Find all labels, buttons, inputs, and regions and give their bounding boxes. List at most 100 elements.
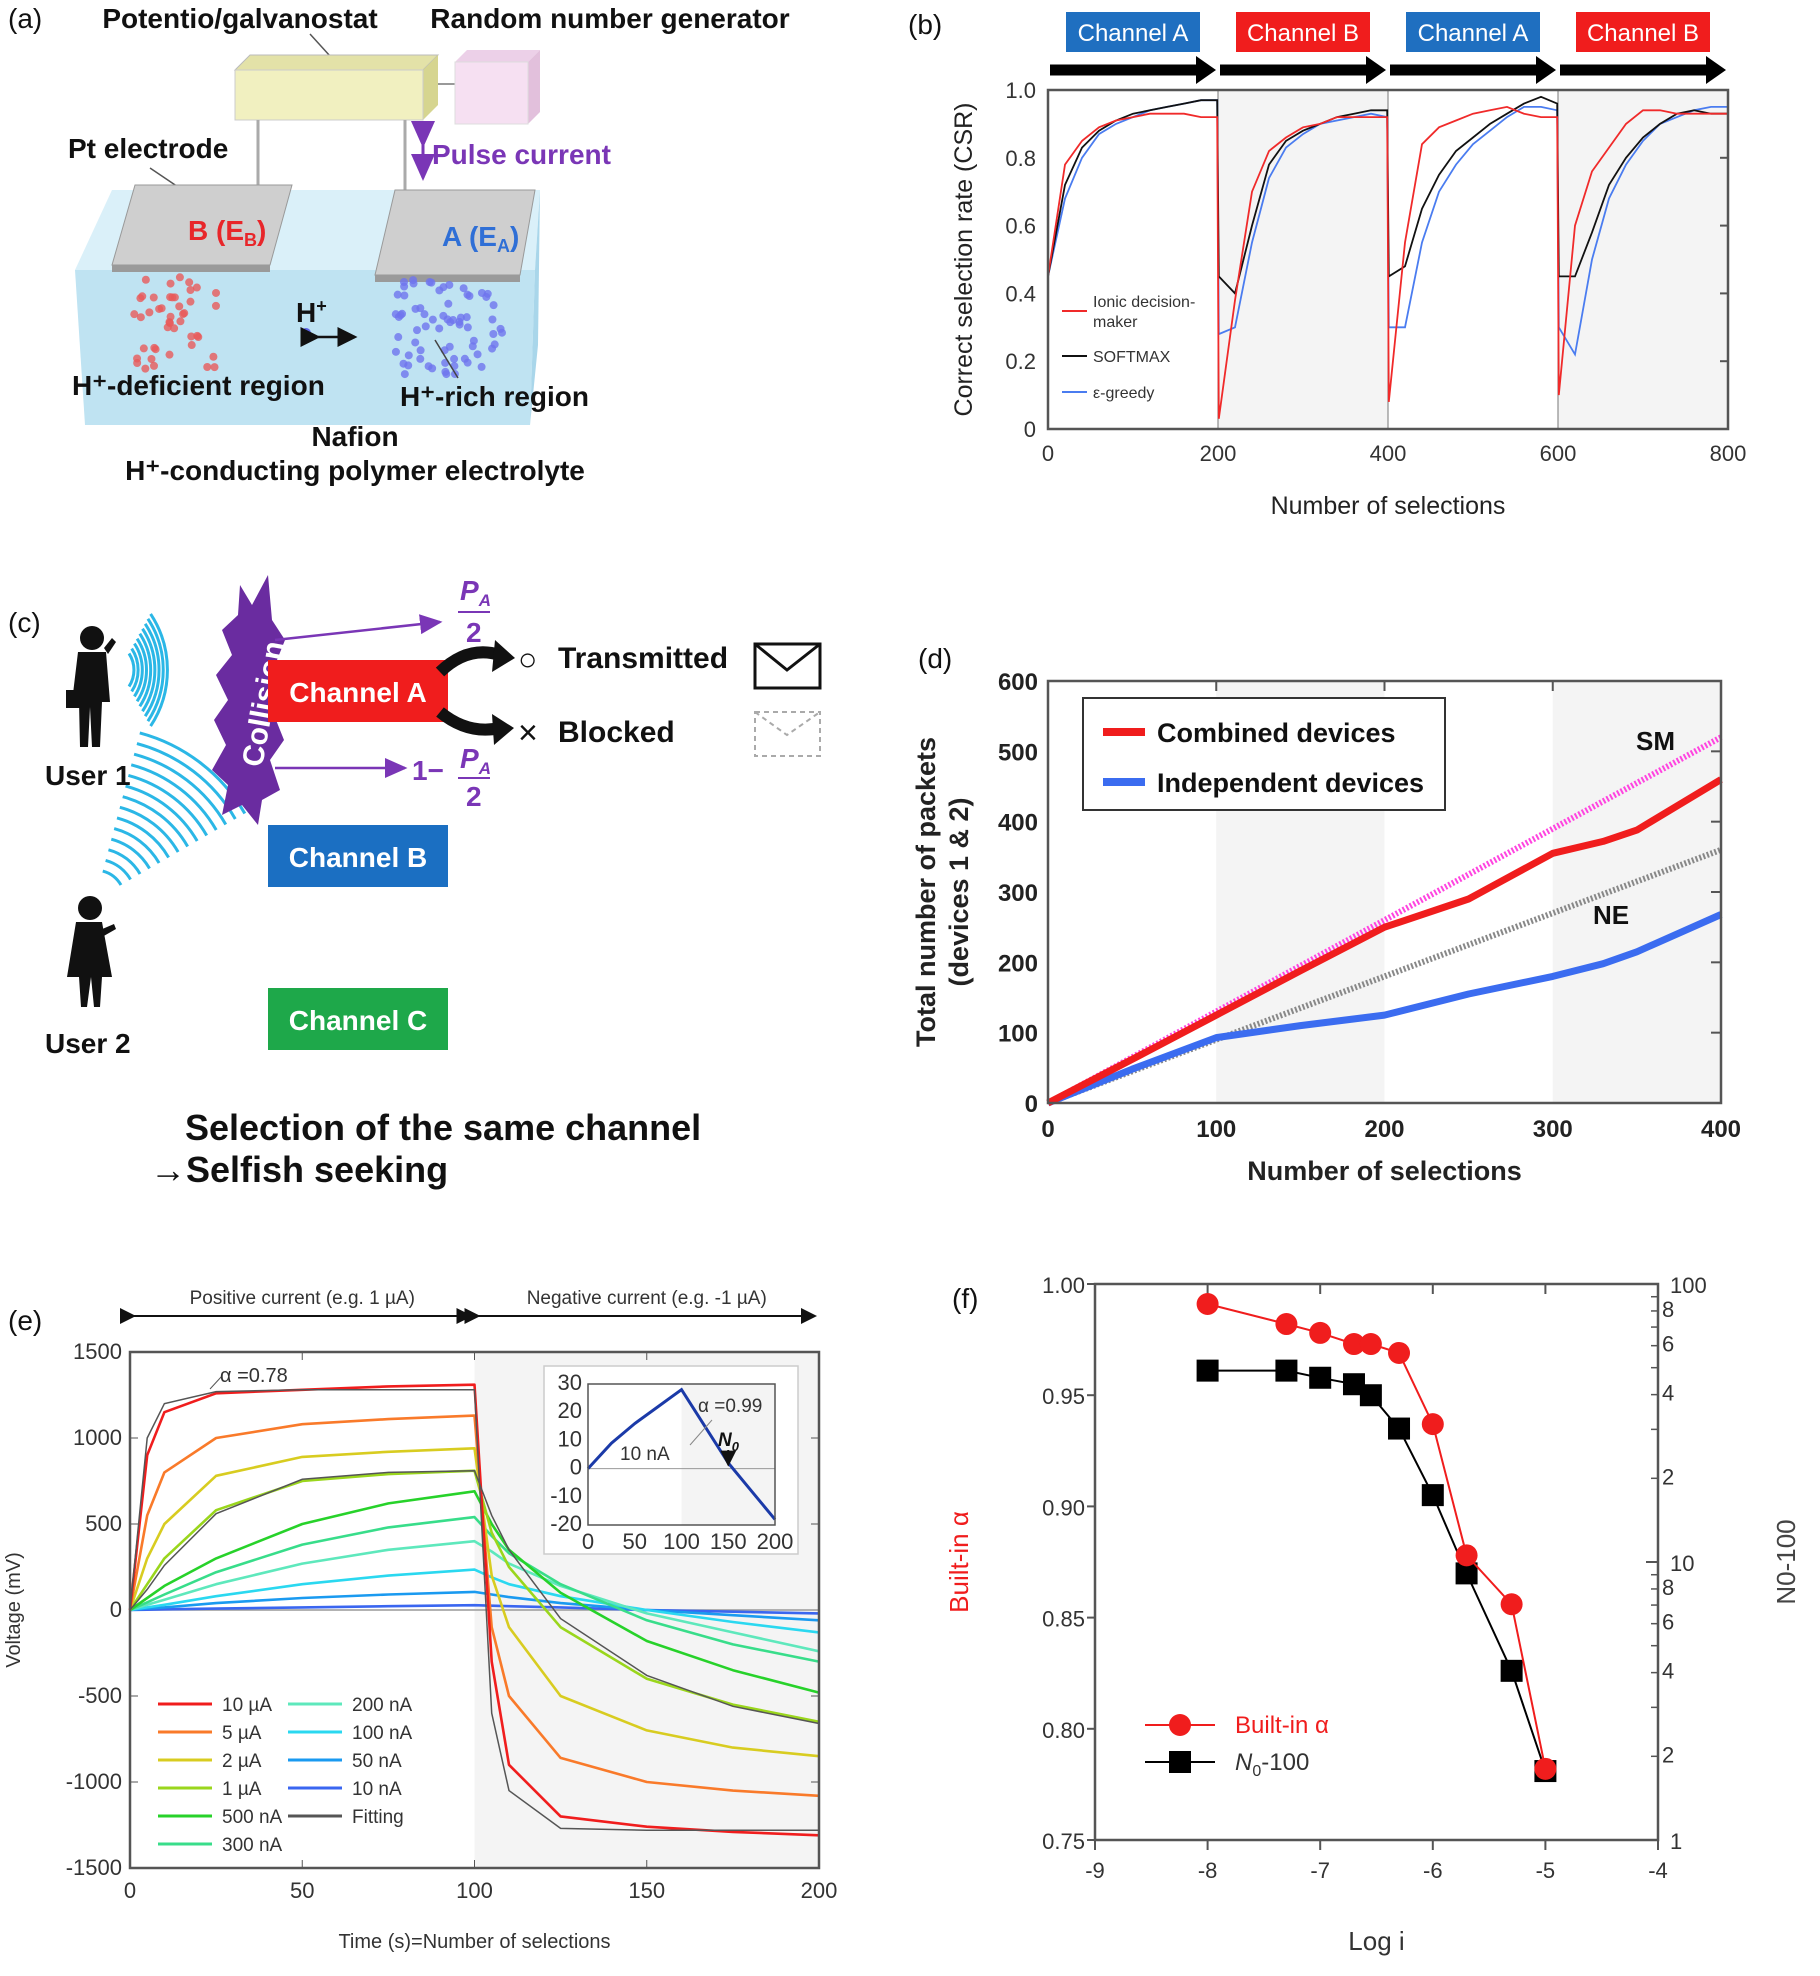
legend-label: 50 nA xyxy=(352,1751,402,1772)
y-left-tick-label: 0.80 xyxy=(1042,1718,1085,1743)
legend-box xyxy=(1082,697,1446,811)
wave-arc-user-1 xyxy=(133,642,144,698)
positive-phase-label: Positive current (e.g. 1 µA) xyxy=(190,1288,415,1309)
electrode-b-label: B (EB) xyxy=(188,215,266,250)
plot-frame xyxy=(1046,679,1723,1105)
legend-label: Independent devices xyxy=(1157,768,1424,798)
inset-y-tick-label: 0 xyxy=(570,1455,582,1480)
proton-dot xyxy=(404,351,413,360)
y-tick-label: 0.4 xyxy=(1005,281,1036,306)
n0-marker xyxy=(1500,1659,1523,1682)
series-line xyxy=(128,1414,820,1798)
wave-arc-user-1 xyxy=(127,652,136,688)
caption-line-1: Selection of the same channel xyxy=(185,1107,701,1148)
phase-box xyxy=(1236,12,1370,52)
x-tick-label: 200 xyxy=(1364,1116,1404,1143)
x-tick-label: 0 xyxy=(1041,1116,1054,1143)
plot-frame xyxy=(128,1350,821,1870)
proton-dot xyxy=(211,301,220,310)
inset-y-tick-label: -10 xyxy=(550,1483,582,1508)
y-axis-label: Correct selection rate (CSR) xyxy=(950,103,978,417)
series-line xyxy=(128,1447,820,1758)
proton-dot xyxy=(185,278,194,287)
wave-arc-user-1 xyxy=(143,622,161,718)
legend-label: 100 nA xyxy=(352,1723,413,1744)
proton-dot xyxy=(420,310,429,319)
y-tick-label: 100 xyxy=(998,1021,1038,1048)
reference-label-sm: SM xyxy=(1636,726,1675,756)
y-right-minor-label: 2 xyxy=(1662,1464,1674,1489)
alpha-marker xyxy=(1421,1413,1444,1436)
channel-b-box xyxy=(268,825,448,887)
x-axis-label: Number of selections xyxy=(1271,492,1506,520)
proton-dot xyxy=(150,343,159,352)
proton-dot xyxy=(462,313,471,322)
pa-over-2-label-2: PA xyxy=(460,743,491,778)
envelope-blocked-icon xyxy=(754,711,821,757)
inset-series-label: 10 nA xyxy=(620,1444,670,1465)
proton-dot xyxy=(439,283,448,292)
y-right-axis-label: N0-100 xyxy=(1771,1519,1801,1604)
inset-x-tick-label: 100 xyxy=(663,1529,700,1554)
rng-box xyxy=(454,50,540,125)
wave-arc-user-1 xyxy=(149,613,169,727)
electrode-a-edge xyxy=(375,275,520,282)
legend: Ionic decision-maker SOFTMAX ε-greedy xyxy=(1062,294,1195,402)
y-tick-label: 0 xyxy=(110,1597,122,1622)
proton-dot xyxy=(130,310,139,319)
user-2-icon xyxy=(67,896,116,1007)
y-tick-label: -500 xyxy=(78,1683,122,1708)
x-tick-label: 600 xyxy=(1540,441,1577,466)
proton-dot xyxy=(168,293,177,302)
inset-plot-frame xyxy=(587,1383,776,1526)
x-tick-label: 200 xyxy=(1200,441,1237,466)
electrode-b-edge xyxy=(112,265,270,272)
transmitted-arrowhead xyxy=(492,640,515,672)
legend-marker-alpha xyxy=(1169,1714,1191,1736)
fitting-curve xyxy=(129,1469,820,1725)
x-tick-label: -8 xyxy=(1198,1858,1218,1883)
y-tick-label: 1000 xyxy=(73,1425,122,1450)
series-line-combined xyxy=(1046,776,1723,1107)
proton-dot xyxy=(400,291,409,300)
proton-dot xyxy=(411,338,420,347)
proton-dot xyxy=(459,284,468,293)
transmit-probability-arrow-icon xyxy=(274,614,443,642)
proton-dot xyxy=(393,290,402,299)
transmitted-label: Transmitted xyxy=(558,642,728,675)
transmitted-arrow-icon xyxy=(435,646,502,677)
envelope-icon xyxy=(753,642,822,690)
x-tick-label: -7 xyxy=(1310,1858,1330,1883)
proton-dot xyxy=(473,350,482,359)
n0-main: N xyxy=(1235,1749,1253,1776)
x-tick-label: 400 xyxy=(1701,1116,1741,1143)
y-tick-label: -1000 xyxy=(66,1769,122,1794)
y-tick-label: 1500 xyxy=(73,1339,122,1364)
proton-dot xyxy=(444,299,453,308)
legend-label-egreedy: ε-greedy xyxy=(1093,385,1154,402)
proton-dot xyxy=(455,320,464,329)
plot-frame xyxy=(1093,1282,1660,1842)
x-tick-label: -4 xyxy=(1648,1858,1668,1883)
n0-rest: -100 xyxy=(1261,1749,1309,1776)
proton-dot xyxy=(150,361,159,370)
proton-dot xyxy=(166,312,175,321)
y-tick-label: 1.0 xyxy=(1005,78,1036,103)
y-right-tick-label: 1 xyxy=(1670,1829,1682,1854)
y-right-minor-label: 8 xyxy=(1662,1297,1674,1322)
proton-dot xyxy=(446,318,455,327)
legend-label: 300 nA xyxy=(222,1835,283,1856)
proton-dot xyxy=(136,313,145,322)
inset-x-tick-label: 0 xyxy=(582,1529,594,1554)
proton-dot xyxy=(450,354,459,363)
x-tick-label: -6 xyxy=(1423,1858,1443,1883)
proton-dot xyxy=(489,301,498,310)
panel-label-f: (f) xyxy=(952,1283,978,1314)
y-left-tick-label: 0.75 xyxy=(1042,1829,1085,1854)
channel-b-label: Channel B xyxy=(289,842,427,873)
wave-arc-user-1 xyxy=(138,632,153,708)
x-tick-label: 200 xyxy=(801,1878,838,1903)
inset-x-tick-label: 50 xyxy=(623,1529,647,1554)
